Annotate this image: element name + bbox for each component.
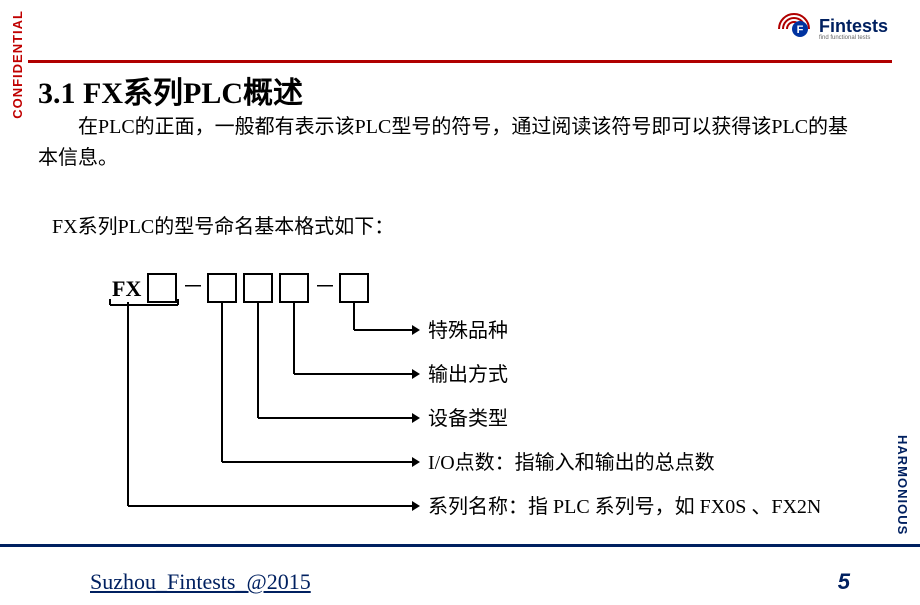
footer-org: Suzhou_Fintests_@2015 (90, 569, 311, 595)
format-paragraph: FX系列PLC的型号命名基本格式如下： (52, 210, 394, 239)
svg-text:系列名称：指 PLC 系列号，如 FX0S 、FX2N 等: 系列名称：指 PLC 系列号，如 FX0S 、FX2N 等 (428, 495, 820, 518)
brand-logo: F Fintests find functional tests (773, 8, 888, 50)
logo-brand-text: Fintests (819, 17, 888, 35)
svg-text:特殊品种: 特殊品种 (428, 319, 508, 342)
svg-text:设备类型: 设备类型 (428, 407, 508, 430)
harmonious-label: HARMONIOUS (895, 435, 910, 535)
svg-text:－: － (182, 274, 204, 299)
svg-text:输出方式: 输出方式 (428, 363, 508, 386)
footer: Suzhou_Fintests_@2015 5 (0, 569, 920, 595)
svg-text:I/O点数：指输入和输出的总点数: I/O点数：指输入和输出的总点数 (428, 451, 715, 474)
slide-page: CONFIDENTIAL HARMONIOUS F Fintests find … (0, 0, 920, 605)
intro-paragraph: 在PLC的正面，一般都有表示该PLC型号的符号，通过阅读该符号即可以获得该PLC… (38, 112, 860, 174)
top-divider (28, 60, 892, 63)
section-heading: 3.1 FX系列PLC概述 (38, 68, 303, 112)
bottom-divider (0, 544, 920, 547)
confidential-label: CONFIDENTIAL (10, 10, 25, 119)
naming-format-diagram: FX － － 特殊品种输出方式设备类型 I/O点数：指输入和输出的总点数系列名称：指 P… (100, 262, 820, 532)
svg-text:－: － (314, 274, 336, 299)
svg-text:FX: FX (112, 276, 141, 301)
page-number: 5 (838, 569, 850, 595)
logo-icon: F (773, 8, 815, 50)
svg-text:F: F (797, 24, 804, 36)
